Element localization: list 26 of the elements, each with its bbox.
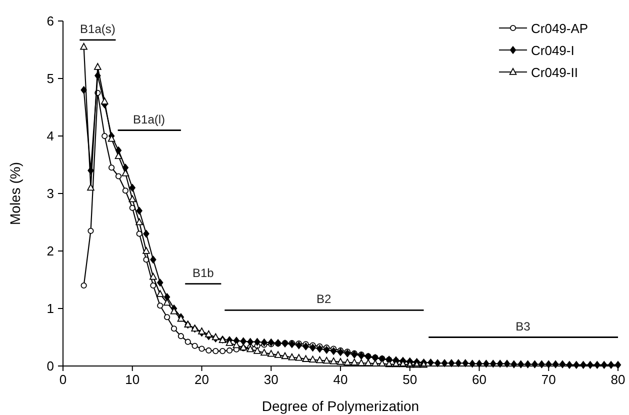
x-tick-label: 10 bbox=[125, 372, 140, 387]
x-tick-label: 20 bbox=[194, 372, 209, 387]
x-tick-label: 40 bbox=[333, 372, 348, 387]
legend-label: Cr049-I bbox=[531, 43, 574, 58]
annotation: B1a(s) bbox=[80, 22, 116, 36]
annotation: B2 bbox=[316, 292, 332, 306]
x-tick-label: 80 bbox=[610, 372, 626, 387]
y-tick-label: 2 bbox=[46, 244, 54, 258]
x-tick-label: 60 bbox=[472, 372, 486, 387]
x-tick-label: 50 bbox=[402, 372, 418, 387]
annotation: B1a(l) bbox=[133, 112, 166, 126]
x-tick-label: 70 bbox=[541, 372, 556, 387]
y-tick-label: 5 bbox=[46, 71, 54, 86]
y-tick-label: 1 bbox=[46, 301, 54, 316]
x-tick-label: 0 bbox=[59, 372, 67, 387]
annotation: B1b bbox=[192, 266, 214, 280]
y-tick-label: 3 bbox=[46, 186, 54, 201]
legend-label: Cr049-II bbox=[531, 65, 578, 80]
y-tick-label: 6 bbox=[46, 14, 54, 28]
legend-label: Cr049-AP bbox=[531, 21, 588, 36]
x-axis-title: Degree of Polymerization bbox=[262, 398, 420, 414]
y-axis-title: Moles (%) bbox=[7, 162, 23, 226]
y-tick-label: 4 bbox=[46, 128, 54, 144]
y-tick-label: 0 bbox=[46, 358, 54, 374]
annotation: B3 bbox=[516, 319, 531, 334]
x-tick-label: 30 bbox=[264, 372, 278, 387]
